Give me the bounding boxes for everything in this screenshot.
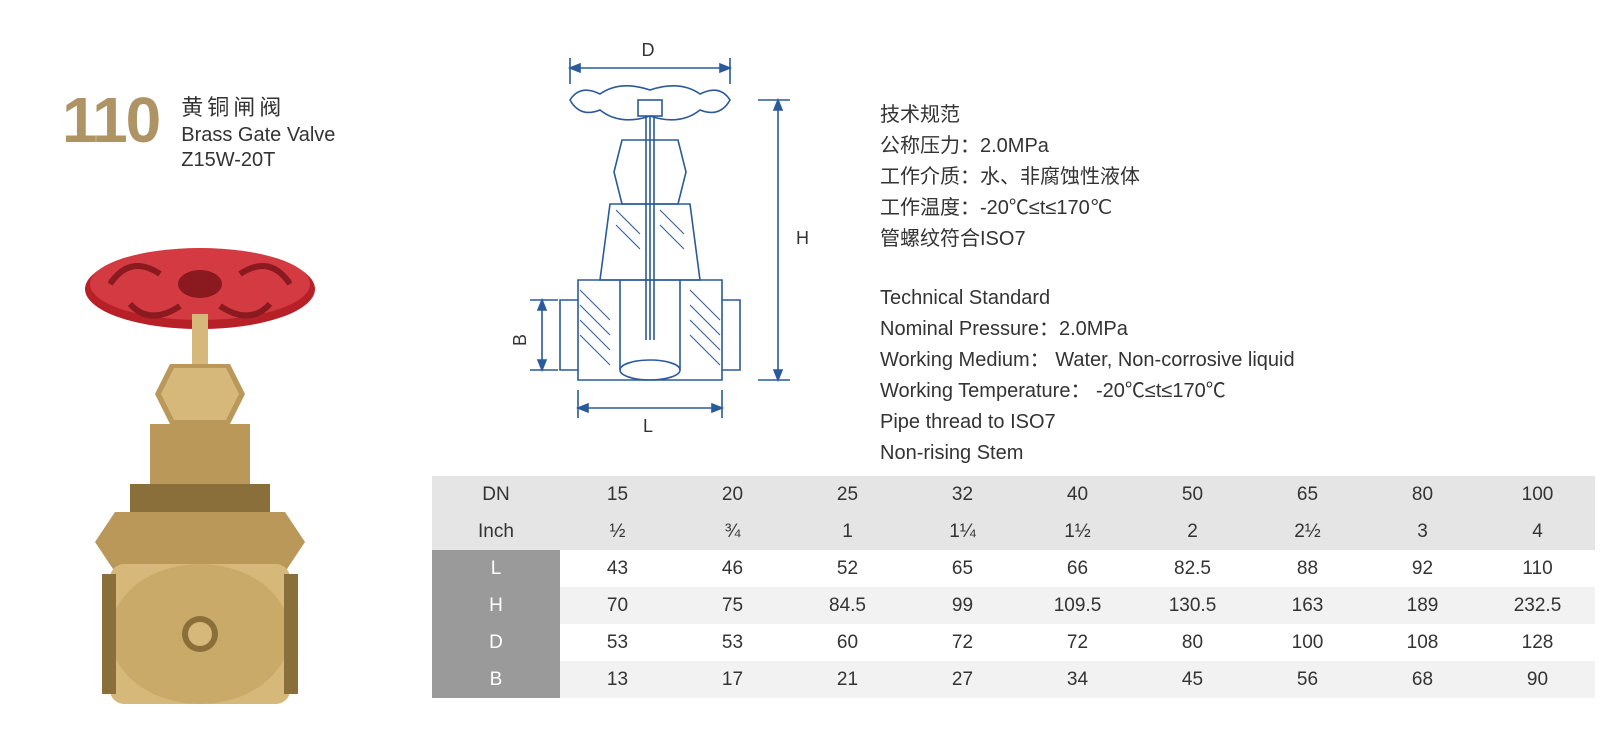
product-titles: 黄铜闸阀 Brass Gate Valve Z15W-20T (181, 90, 335, 172)
table-cell: 66 (1020, 550, 1135, 587)
table-cell: 34 (1020, 661, 1135, 698)
dimensions-table: DN 15 20 25 32 40 50 65 80 100 Inch ½ ¾ … (432, 476, 1595, 698)
table-cell: 84.5 (790, 587, 905, 624)
technical-specs: 技术规范 公称压力：2.0MPa 工作介质：水、非腐蚀性液体 工作温度：-20℃… (880, 100, 1295, 469)
table-header-cell: 80 (1365, 476, 1480, 513)
table-header-cell: 32 (905, 476, 1020, 513)
table-cell: 53 (675, 624, 790, 661)
table-cell: 90 (1480, 661, 1595, 698)
table-header-cell: 25 (790, 476, 905, 513)
specs-en-line: Nominal Pressure：2.0MPa (880, 314, 1295, 345)
table-cell: 75 (675, 587, 790, 624)
table-cell: 189 (1365, 587, 1480, 624)
table-cell: 72 (905, 624, 1020, 661)
model-number: Z15W-20T (181, 149, 335, 172)
table-cell: 68 (1365, 661, 1480, 698)
specs-en-line: Working Temperature： -20℃≤t≤170℃ (880, 376, 1295, 407)
table-row-label: L (432, 550, 560, 587)
table-cell: 17 (675, 661, 790, 698)
table-cell: 2½ (1250, 513, 1365, 550)
table-row: B 13 17 21 27 34 45 56 68 90 (432, 661, 1595, 698)
table-row-label: H (432, 587, 560, 624)
table-cell: 232.5 (1480, 587, 1595, 624)
table-cell: 27 (905, 661, 1020, 698)
specs-en-heading: Technical Standard (880, 283, 1295, 314)
table-cell: 130.5 (1135, 587, 1250, 624)
table-cell: 128 (1480, 624, 1595, 661)
table-row: H 70 75 84.5 99 109.5 130.5 163 189 232.… (432, 587, 1595, 624)
table-row: DN 15 20 25 32 40 50 65 80 100 (432, 476, 1595, 513)
table-cell: 109.5 (1020, 587, 1135, 624)
table-header-cell: 15 (560, 476, 675, 513)
specs-en-line: Working Medium： Water, Non-corrosive liq… (880, 345, 1295, 376)
table-cell: 88 (1250, 550, 1365, 587)
table-cell: 92 (1365, 550, 1480, 587)
table-cell: ¾ (675, 513, 790, 550)
title-english: Brass Gate Valve (181, 124, 335, 147)
table-row-label: B (432, 661, 560, 698)
dim-label-b: B (510, 334, 530, 346)
table-cell: 1 (790, 513, 905, 550)
product-photo (50, 234, 350, 704)
table-header-cell: 40 (1020, 476, 1135, 513)
table-cell: 65 (905, 550, 1020, 587)
table-header-cell: 65 (1250, 476, 1365, 513)
table-row: L 43 46 52 65 66 82.5 88 92 110 (432, 550, 1595, 587)
table-cell: 52 (790, 550, 905, 587)
table-cell: 2 (1135, 513, 1250, 550)
table-cell: 56 (1250, 661, 1365, 698)
dim-label-h: H (796, 228, 809, 248)
table-cell: 1½ (1020, 513, 1135, 550)
table-cell: 3 (1365, 513, 1480, 550)
table-cell: 70 (560, 587, 675, 624)
table-header-cell: DN (432, 476, 560, 513)
table-cell: 43 (560, 550, 675, 587)
table-cell: 110 (1480, 550, 1595, 587)
technical-diagram: D H L B (500, 40, 820, 440)
specs-cn-heading: 技术规范 (880, 100, 1295, 131)
specs-cn-line: 公称压力：2.0MPa (880, 131, 1295, 162)
title-chinese: 黄铜闸阀 (181, 90, 335, 122)
dim-label-l: L (643, 416, 653, 436)
table-header-cell: 20 (675, 476, 790, 513)
product-header: 110 黄铜闸阀 Brass Gate Valve Z15W-20T (62, 88, 335, 172)
table-cell: 80 (1135, 624, 1250, 661)
table-cell: 46 (675, 550, 790, 587)
specs-cn-line: 工作介质：水、非腐蚀性液体 (880, 162, 1295, 193)
table-cell: 53 (560, 624, 675, 661)
specs-en-line: Non-rising Stem (880, 438, 1295, 469)
specs-cn-line: 工作温度：-20℃≤t≤170℃ (880, 193, 1295, 224)
table-cell: 108 (1365, 624, 1480, 661)
table-cell: Inch (432, 513, 560, 550)
table-cell: 82.5 (1135, 550, 1250, 587)
table-header-cell: 50 (1135, 476, 1250, 513)
table-cell: 60 (790, 624, 905, 661)
table-header-cell: 100 (1480, 476, 1595, 513)
specs-cn-line: 管螺纹符合ISO7 (880, 224, 1295, 255)
table-cell: 45 (1135, 661, 1250, 698)
table-cell: 13 (560, 661, 675, 698)
dim-label-d: D (642, 40, 655, 60)
product-number: 110 (62, 88, 159, 152)
table-cell: 99 (905, 587, 1020, 624)
specs-en-line: Pipe thread to ISO7 (880, 407, 1295, 438)
table-cell: ½ (560, 513, 675, 550)
table-cell: 100 (1250, 624, 1365, 661)
table-cell: 21 (790, 661, 905, 698)
table-cell: 163 (1250, 587, 1365, 624)
table-row-label: D (432, 624, 560, 661)
table-cell: 4 (1480, 513, 1595, 550)
table-row: Inch ½ ¾ 1 1¼ 1½ 2 2½ 3 4 (432, 513, 1595, 550)
table-cell: 1¼ (905, 513, 1020, 550)
table-row: D 53 53 60 72 72 80 100 108 128 (432, 624, 1595, 661)
table-cell: 72 (1020, 624, 1135, 661)
